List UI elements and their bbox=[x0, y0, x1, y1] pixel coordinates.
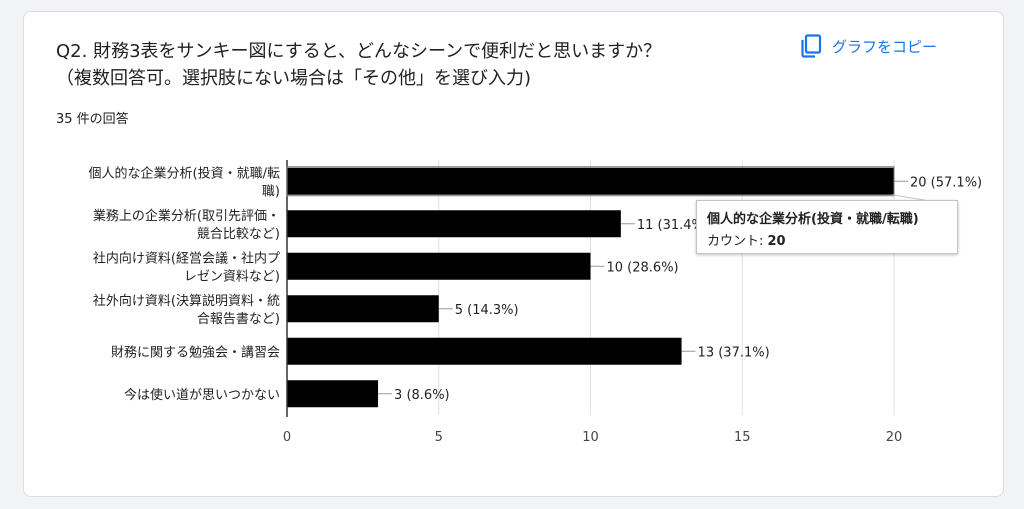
tooltip-title: 個人的な企業分析(投資・就職/転職) bbox=[707, 212, 919, 227]
category-label: 競合比較など) bbox=[197, 227, 280, 242]
chart-tooltip: 個人的な企業分析(投資・就職/転職) カウント: 20 bbox=[696, 200, 958, 254]
copy-icon bbox=[800, 34, 822, 58]
category-label: 個人的な企業分析(投資・就職/転 bbox=[89, 165, 280, 181]
category-label: 業務上の企業分析(取引先評価・ bbox=[93, 208, 280, 224]
copy-chart-button[interactable]: グラフをコピー bbox=[800, 34, 937, 58]
data-label: 10 (28.6%) bbox=[607, 260, 679, 275]
data-label: 5 (14.3%) bbox=[455, 303, 519, 318]
bar bbox=[287, 210, 621, 238]
category-label: レゼン資料など) bbox=[184, 269, 280, 284]
response-count: 35 件の回答 bbox=[56, 112, 129, 127]
x-tick-label: 20 bbox=[886, 430, 903, 445]
category-label: 社外向け資料(決算説明資料・統 bbox=[93, 293, 280, 309]
data-label: 20 (57.1%) bbox=[910, 175, 982, 190]
category-label: 職) bbox=[262, 184, 280, 199]
tooltip-pointer bbox=[891, 194, 931, 202]
bar bbox=[287, 252, 591, 280]
data-label: 13 (37.1%) bbox=[698, 345, 770, 360]
x-tick-label: 15 bbox=[734, 430, 751, 445]
category-label: 今は使い道が思いつかない bbox=[124, 387, 280, 403]
x-tick-label: 10 bbox=[582, 430, 599, 445]
question-title: Q2. 財務3表をサンキー図にすると、どんなシーンで便利だと思いますか？ （複数… bbox=[56, 41, 662, 89]
bar bbox=[287, 337, 682, 365]
category-label: 社内向け資料(経営会議・社内プ bbox=[93, 250, 280, 266]
bar bbox=[287, 167, 894, 195]
x-tick-label: 0 bbox=[283, 430, 291, 445]
bar bbox=[287, 295, 439, 323]
data-label: 3 (8.6%) bbox=[394, 388, 450, 403]
tooltip-count-value: 20 bbox=[767, 234, 786, 249]
tooltip-count-label: カウント: bbox=[707, 234, 768, 249]
category-label: 合報告書など) bbox=[197, 312, 280, 327]
bar bbox=[287, 380, 379, 408]
category-label: 財務に関する勉強会・講習会 bbox=[111, 344, 280, 360]
highlight-outline bbox=[286, 166, 895, 197]
x-tick-label: 5 bbox=[435, 430, 443, 445]
data-label: 11 (31.4%) bbox=[637, 218, 709, 233]
copy-chart-label: グラフをコピー bbox=[832, 37, 938, 56]
